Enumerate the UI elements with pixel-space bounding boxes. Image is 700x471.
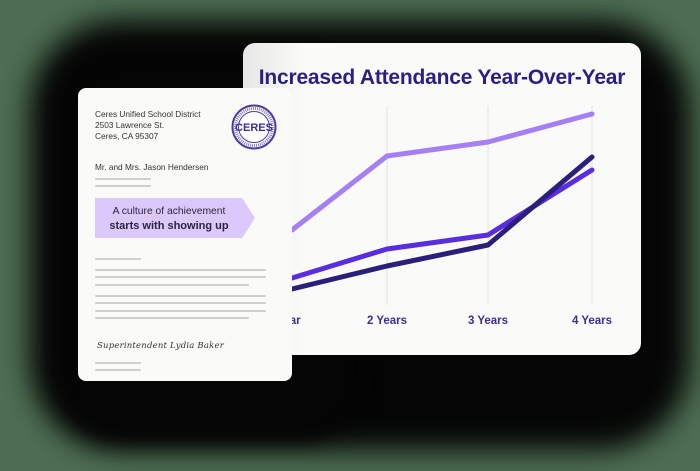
text-placeholder-line <box>95 284 249 286</box>
chart-title: Increased Attendance Year-Over-Year <box>258 66 626 89</box>
gridlines <box>386 106 593 305</box>
series-navy-line <box>243 154 595 303</box>
text-placeholder-line <box>95 178 151 180</box>
series-light-purple-line <box>243 111 595 244</box>
text-placeholder-line <box>95 369 141 371</box>
text-placeholder-line <box>95 295 266 297</box>
address-line: 2503 Lawrence St. <box>95 120 165 130</box>
banner-line-1: A culture of achievement <box>112 206 226 217</box>
svg-text:CERES: CERES <box>235 122 273 134</box>
attendance-chart-card: Increased Attendance Year-Over-Year ear … <box>243 43 641 355</box>
signature: Superintendent Lydia Baker <box>97 341 224 351</box>
recipient-name: Mr. and Mrs. Jason Hendersen <box>95 162 209 172</box>
text-placeholder-line <box>95 185 151 187</box>
text-placeholder-line <box>95 317 249 319</box>
text-placeholder-line <box>95 310 266 312</box>
text-placeholder-line <box>95 258 141 260</box>
letter-document-card: Ceres Unified School District 2503 Lawre… <box>78 88 292 381</box>
address-line: Ceres Unified School District <box>95 109 201 119</box>
x-axis-label: 2 Years <box>366 315 408 327</box>
tagline-banner: A culture of achievement starts with sho… <box>95 198 255 238</box>
text-placeholder-line <box>95 302 266 304</box>
banner-line-2: starts with showing up <box>109 220 229 232</box>
x-axis-label: 3 Years <box>467 315 509 327</box>
sender-address: Ceres Unified School District 2503 Lawre… <box>95 109 201 142</box>
series-purple-line <box>243 167 595 295</box>
district-seal-icon: CERES <box>231 104 277 150</box>
line-chart <box>243 106 595 305</box>
text-placeholder-line <box>95 276 266 278</box>
text-placeholder-line <box>95 269 266 271</box>
x-axis-label: 4 Years <box>571 315 613 327</box>
text-placeholder-line <box>95 362 141 364</box>
address-line: Ceres, CA 95307 <box>95 131 159 141</box>
